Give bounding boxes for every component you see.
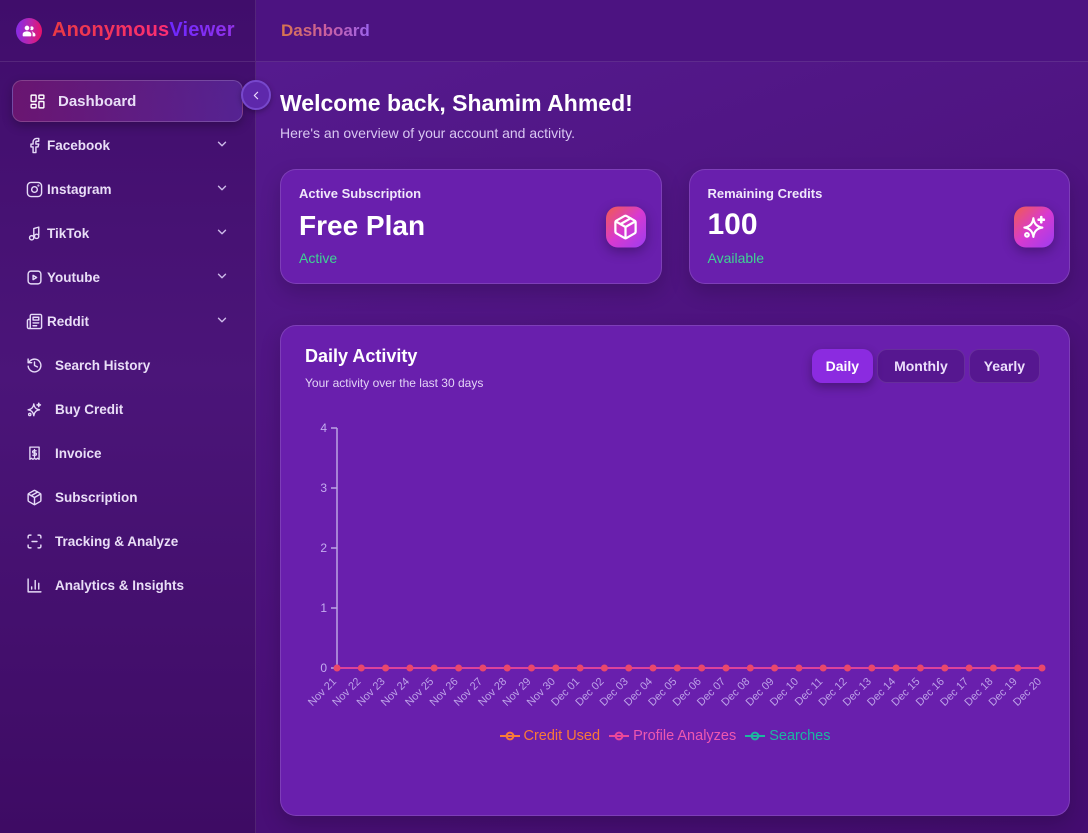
svg-text:3: 3	[320, 481, 327, 495]
svg-text:1: 1	[320, 601, 327, 615]
svg-text:4: 4	[320, 421, 327, 435]
svg-text:2: 2	[320, 541, 327, 555]
svg-text:0: 0	[320, 661, 327, 675]
